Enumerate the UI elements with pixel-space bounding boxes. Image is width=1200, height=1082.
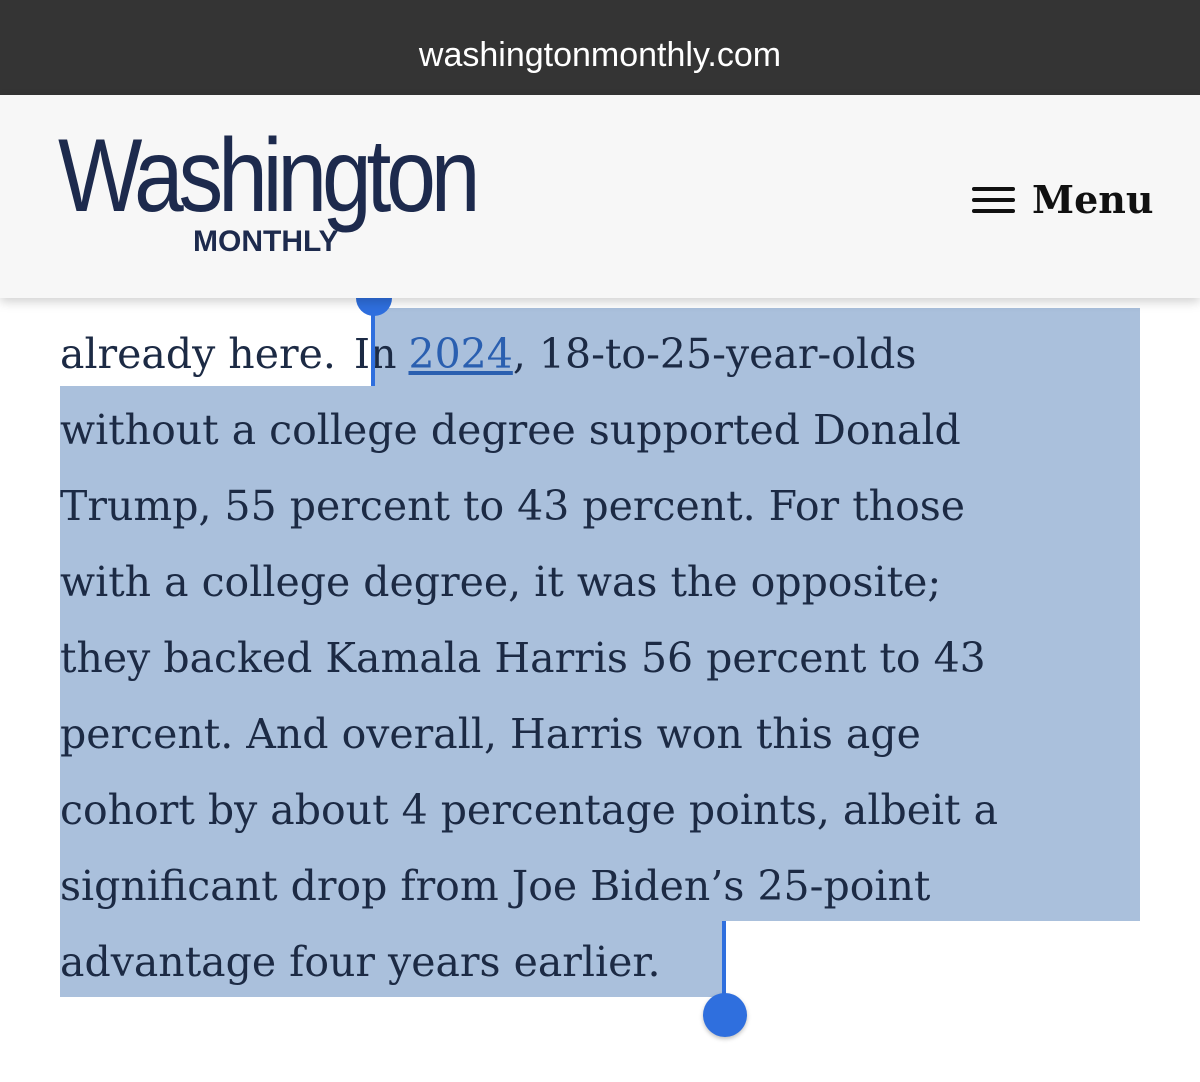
text: , 18-to-25-year-olds — [512, 330, 917, 378]
text-line: without a college degree supported Donal… — [60, 406, 961, 454]
text-line: Trump, 55 percent to 43 percent. For tho… — [60, 482, 966, 530]
text-line: significant drop from Joe Biden’s 25-poi… — [60, 862, 931, 910]
menu-icon[interactable] — [972, 209, 1015, 213]
logo[interactable]: Washington — [58, 118, 481, 234]
text-line: cohort by about 4 percentage points, alb… — [60, 786, 999, 834]
site-header: Washington MONTHLY Menu — [0, 95, 1200, 298]
text: already here. — [60, 330, 336, 378]
menu-button[interactable]: Menu — [1032, 177, 1154, 222]
url[interactable]: washingtonmonthly.com — [418, 36, 782, 74]
text-line: already here. In 2024, 18-to-25-year-olds — [60, 316, 916, 392]
logo-sub: MONTHLY — [193, 225, 339, 258]
link[interactable]: 2024 — [408, 330, 513, 378]
menu-icon[interactable] — [972, 198, 1015, 202]
text: In — [353, 330, 397, 378]
selection-handle[interactable] — [371, 298, 375, 386]
selection — [60, 921, 722, 997]
selection-handle[interactable] — [703, 993, 747, 1037]
selection — [372, 308, 1140, 386]
text-line: advantage four years earlier. — [60, 938, 661, 986]
browser-bar: washingtonmonthly.com — [0, 0, 1200, 95]
text-line: with a college degree, it was the opposi… — [60, 558, 942, 606]
selection — [60, 386, 1140, 921]
text-line: they backed Kamala Harris 56 percent to … — [60, 634, 986, 682]
text-line: percent. And overall, Harris won this ag… — [60, 710, 921, 758]
selection-handle[interactable] — [722, 921, 726, 1001]
menu-icon[interactable] — [972, 187, 1015, 191]
